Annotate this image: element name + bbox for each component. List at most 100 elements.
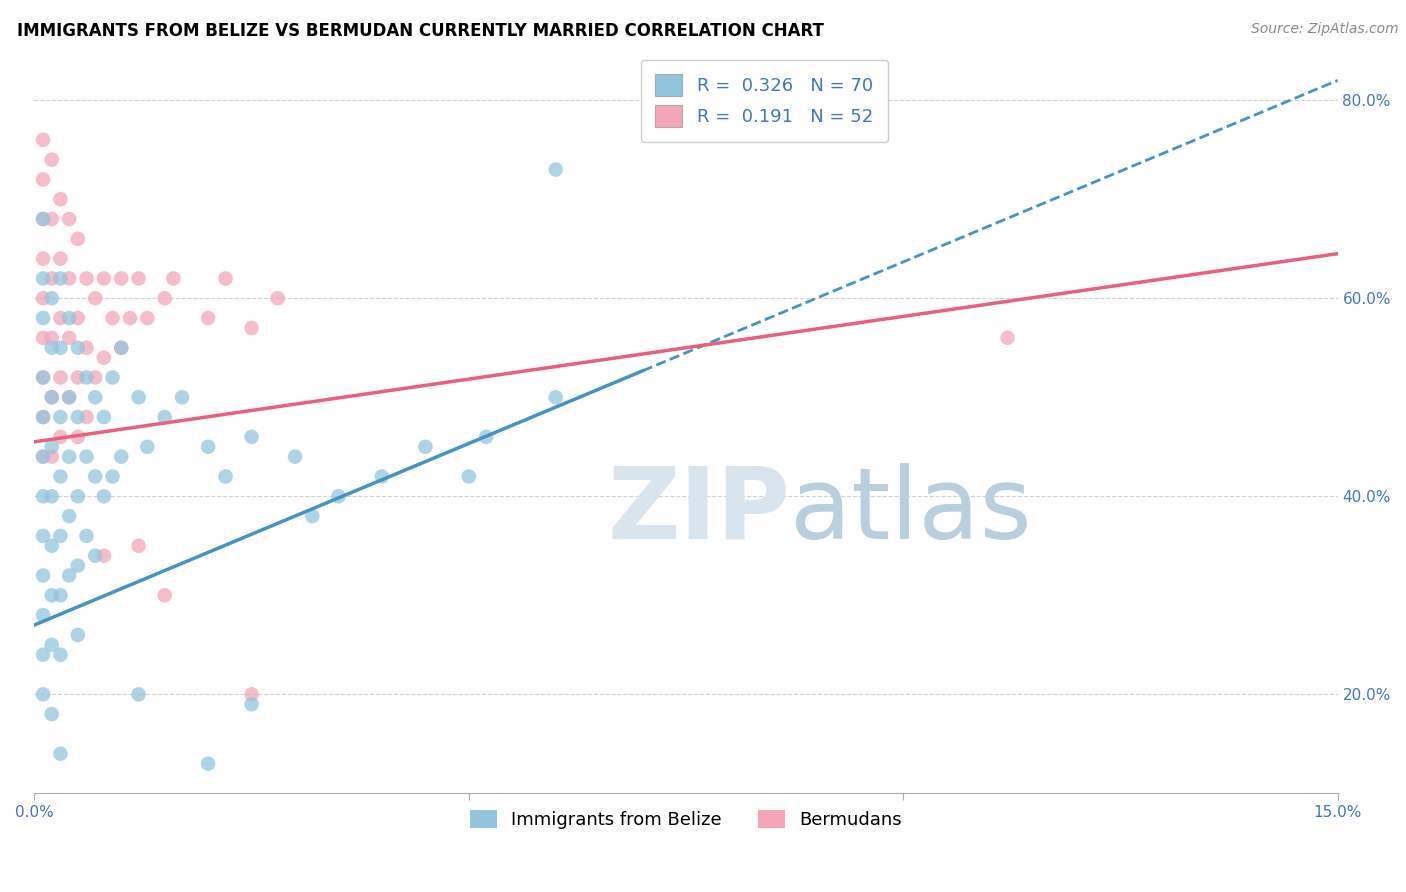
Point — [84, 469, 107, 483]
Point — [32, 410, 55, 425]
Point — [240, 687, 263, 701]
Point — [41, 539, 63, 553]
Point — [32, 271, 55, 285]
Point — [997, 331, 1019, 345]
Point — [58, 390, 80, 404]
Point — [66, 489, 89, 503]
Point — [93, 351, 115, 365]
Text: IMMIGRANTS FROM BELIZE VS BERMUDAN CURRENTLY MARRIED CORRELATION CHART: IMMIGRANTS FROM BELIZE VS BERMUDAN CURRE… — [17, 22, 824, 40]
Point — [41, 489, 63, 503]
Point — [162, 271, 184, 285]
Point — [110, 450, 132, 464]
Point — [32, 311, 55, 326]
Point — [49, 469, 72, 483]
Point — [128, 390, 150, 404]
Point — [153, 588, 176, 602]
Point — [49, 341, 72, 355]
Point — [197, 440, 219, 454]
Point — [76, 370, 98, 384]
Point — [76, 271, 98, 285]
Point — [101, 469, 124, 483]
Point — [110, 271, 132, 285]
Point — [128, 539, 150, 553]
Point — [58, 390, 80, 404]
Point — [32, 568, 55, 582]
Point — [49, 370, 72, 384]
Point — [49, 529, 72, 543]
Point — [84, 390, 107, 404]
Point — [32, 687, 55, 701]
Point — [41, 638, 63, 652]
Point — [32, 252, 55, 266]
Point — [49, 410, 72, 425]
Point — [544, 162, 567, 177]
Point — [41, 440, 63, 454]
Point — [84, 549, 107, 563]
Point — [66, 311, 89, 326]
Point — [32, 291, 55, 305]
Point — [58, 568, 80, 582]
Point — [172, 390, 194, 404]
Point — [240, 321, 263, 335]
Legend: Immigrants from Belize, Bermudans: Immigrants from Belize, Bermudans — [463, 803, 910, 837]
Point — [415, 440, 437, 454]
Point — [58, 311, 80, 326]
Point — [32, 331, 55, 345]
Point — [76, 410, 98, 425]
Point — [58, 331, 80, 345]
Point — [66, 232, 89, 246]
Point — [41, 331, 63, 345]
Point — [32, 370, 55, 384]
Point — [101, 370, 124, 384]
Point — [49, 192, 72, 206]
Point — [41, 271, 63, 285]
Point — [153, 291, 176, 305]
Point — [49, 747, 72, 761]
Point — [93, 549, 115, 563]
Point — [284, 450, 307, 464]
Point — [49, 271, 72, 285]
Point — [214, 271, 236, 285]
Point — [66, 628, 89, 642]
Point — [66, 430, 89, 444]
Point — [49, 648, 72, 662]
Point — [32, 212, 55, 227]
Text: atlas: atlas — [790, 463, 1032, 559]
Point — [214, 469, 236, 483]
Point — [41, 341, 63, 355]
Point — [32, 133, 55, 147]
Point — [49, 311, 72, 326]
Text: ZIP: ZIP — [607, 463, 790, 559]
Point — [128, 271, 150, 285]
Point — [49, 252, 72, 266]
Point — [84, 291, 107, 305]
Point — [32, 450, 55, 464]
Point — [32, 489, 55, 503]
Point — [41, 588, 63, 602]
Text: Source: ZipAtlas.com: Source: ZipAtlas.com — [1251, 22, 1399, 37]
Point — [93, 271, 115, 285]
Point — [32, 410, 55, 425]
Point — [110, 341, 132, 355]
Point — [66, 370, 89, 384]
Point — [32, 172, 55, 186]
Point — [240, 697, 263, 711]
Point — [41, 450, 63, 464]
Point — [84, 370, 107, 384]
Point — [475, 430, 498, 444]
Point — [136, 311, 159, 326]
Point — [41, 212, 63, 227]
Point — [266, 291, 288, 305]
Point — [101, 311, 124, 326]
Point — [41, 390, 63, 404]
Point — [197, 311, 219, 326]
Point — [76, 341, 98, 355]
Point — [32, 608, 55, 623]
Point — [32, 648, 55, 662]
Point — [76, 529, 98, 543]
Point — [32, 529, 55, 543]
Point — [58, 271, 80, 285]
Point — [66, 558, 89, 573]
Point — [153, 410, 176, 425]
Point — [41, 153, 63, 167]
